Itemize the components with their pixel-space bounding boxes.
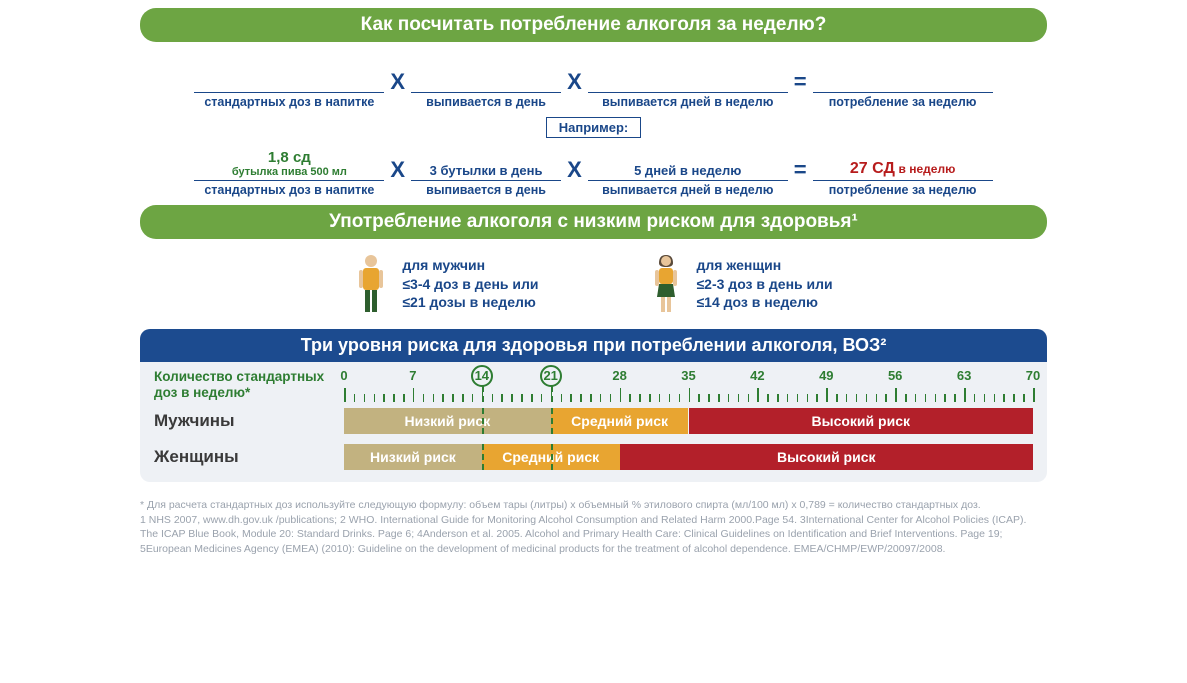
bar-women: Низкий рискСредний рискВысокий риск bbox=[344, 444, 1033, 470]
term-label: выпивается в день bbox=[422, 95, 550, 109]
formula-example: 1,8 сд бутылка пива 500 мл стандартных д… bbox=[140, 144, 1047, 197]
op-times: X bbox=[390, 69, 405, 109]
term-label: стандартных доз в напитке bbox=[200, 95, 378, 109]
title-banner-2: Употребление алкоголя с низким риском дл… bbox=[140, 205, 1047, 239]
op-eq: = bbox=[794, 157, 807, 197]
tick-marks bbox=[344, 386, 1033, 402]
woman-icon bbox=[649, 253, 683, 315]
lr-men-h: для мужчин bbox=[402, 256, 538, 275]
tick-label: 0 bbox=[340, 368, 347, 383]
tick-label: 56 bbox=[888, 368, 902, 383]
ex-top4b: в неделю bbox=[899, 162, 956, 176]
low-risk-section: для мужчин ≤3-4 доз в день или ≤21 дозы … bbox=[140, 253, 1047, 315]
footnote-line: * Для расчета стандартных доз используйт… bbox=[140, 498, 1047, 513]
axis-label: Количество стандартных доз в неделю* bbox=[154, 369, 344, 401]
term-label: потребление за неделю bbox=[825, 95, 981, 109]
risk-segment: Низкий риск bbox=[344, 408, 551, 434]
tick-label: 63 bbox=[957, 368, 971, 383]
ex-top1b: бутылка пива 500 мл bbox=[232, 166, 347, 178]
term-label: стандартных доз в напитке bbox=[200, 183, 378, 197]
op-eq: = bbox=[794, 69, 807, 109]
tick-label: 70 bbox=[1026, 368, 1040, 383]
tick-label: 28 bbox=[612, 368, 626, 383]
tick-label: 7 bbox=[409, 368, 416, 383]
lr-men-l2: ≤21 дозы в неделю bbox=[402, 293, 538, 312]
risk-segment: Высокий риск bbox=[620, 444, 1033, 470]
ex-top3: 5 дней в неделю bbox=[634, 163, 741, 178]
ex-top1a: 1,8 сд bbox=[268, 149, 311, 166]
tick-label: 42 bbox=[750, 368, 764, 383]
footnotes: * Для расчета стандартных доз используйт… bbox=[140, 498, 1047, 557]
risk-panel: Три уровня риска для здоровья при потреб… bbox=[140, 329, 1047, 482]
example-label: Например: bbox=[546, 117, 642, 138]
term-label: выпивается в день bbox=[422, 183, 550, 197]
low-risk-men: для мужчин ≤3-4 доз в день или ≤21 дозы … bbox=[354, 253, 538, 315]
footnote-line: 1 NHS 2007, www.dh.gov.uk /publications;… bbox=[140, 513, 1047, 557]
title-banner-1: Как посчитать потребление алкоголя за не… bbox=[140, 8, 1047, 42]
tick-labels: 07142128354249566370 bbox=[344, 368, 1033, 386]
term-label: потребление за неделю bbox=[825, 183, 981, 197]
tick-label: 14 bbox=[471, 365, 493, 387]
op-times: X bbox=[567, 69, 582, 109]
op-times: X bbox=[567, 157, 582, 197]
risk-header: Три уровня риска для здоровья при потреб… bbox=[140, 329, 1047, 362]
term-label: выпивается дней в неделю bbox=[598, 95, 777, 109]
term-label: выпивается дней в неделю bbox=[598, 183, 777, 197]
lr-women-l2: ≤14 доз в неделю bbox=[697, 293, 833, 312]
formula-blank: стандартных доз в напитке X выпивается в… bbox=[140, 56, 1047, 109]
risk-segment: Высокий риск bbox=[689, 408, 1034, 434]
tick-label: 35 bbox=[681, 368, 695, 383]
lr-men-l1: ≤3-4 доз в день или bbox=[402, 275, 538, 294]
lr-women-h: для женщин bbox=[697, 256, 833, 275]
op-times: X bbox=[390, 157, 405, 197]
risk-segment: Низкий риск bbox=[344, 444, 482, 470]
bar-men: Низкий рискСредний рискВысокий риск bbox=[344, 408, 1033, 434]
example-tag: Например: bbox=[140, 117, 1047, 138]
tick-label: 49 bbox=[819, 368, 833, 383]
man-icon bbox=[354, 253, 388, 315]
lr-women-l1: ≤2-3 доз в день или bbox=[697, 275, 833, 294]
ex-top4a: 27 СД bbox=[850, 160, 895, 177]
tick-label: 21 bbox=[540, 365, 562, 387]
risk-segment: Средний риск bbox=[551, 408, 689, 434]
ex-top2: 3 бутылки в день bbox=[430, 163, 543, 178]
row-women-label: Женщины bbox=[154, 447, 344, 467]
row-men-label: Мужчины bbox=[154, 411, 344, 431]
low-risk-women: для женщин ≤2-3 доз в день или ≤14 доз в… bbox=[649, 253, 833, 315]
